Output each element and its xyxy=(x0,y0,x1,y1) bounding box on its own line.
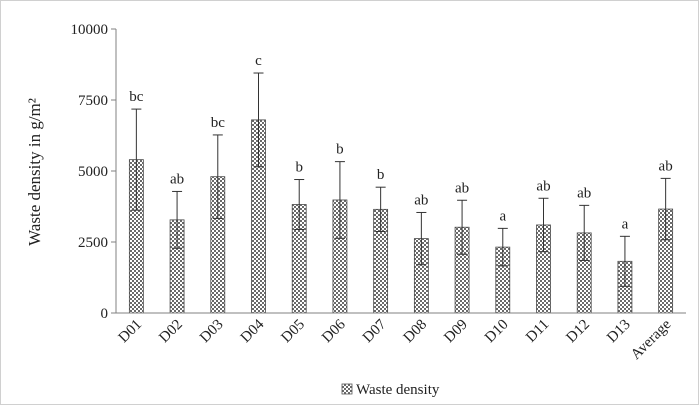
x-tick-label: D09 xyxy=(441,317,471,347)
x-tick-label: D12 xyxy=(563,317,593,347)
y-tick-label: 5000 xyxy=(78,164,108,180)
legend-label: Waste density xyxy=(356,382,440,398)
y-tick-label: 7500 xyxy=(78,93,108,109)
significance-label: ab xyxy=(455,180,469,196)
significance-label: b xyxy=(377,167,385,183)
y-tick-label: 10000 xyxy=(71,22,109,38)
x-tick-label: D13 xyxy=(604,317,634,347)
x-tick-label: D01 xyxy=(116,317,146,347)
significance-label: ab xyxy=(659,158,673,174)
y-tick-label: 0 xyxy=(101,306,109,322)
legend: Waste density xyxy=(341,382,440,398)
significance-label: a xyxy=(499,208,506,224)
x-tick-label: D02 xyxy=(156,317,186,347)
significance-label: ab xyxy=(536,178,550,194)
bars-group: bc ab bc c b b b ab ab a ab ab a ab xyxy=(128,53,674,314)
x-tick-label: Average xyxy=(628,316,675,363)
significance-label: ab xyxy=(414,192,428,208)
significance-label: bc xyxy=(129,89,144,105)
x-axis: D01 D02 D03 D04 D05 D06 D07 D08 D09 D10 D11 D12 D13A… xyxy=(116,312,686,363)
x-tick-label: D06 xyxy=(319,316,349,346)
legend-swatch xyxy=(341,383,353,395)
significance-label: c xyxy=(255,53,262,69)
x-tick-label: D05 xyxy=(278,317,308,347)
x-tick-label: D11 xyxy=(523,317,552,346)
significance-label: a xyxy=(622,216,629,232)
significance-label: b xyxy=(295,160,303,176)
x-tick-label: D08 xyxy=(401,317,431,347)
y-tick-label: 2500 xyxy=(78,235,108,251)
y-axis: 0 2500 5000 7500 10000 xyxy=(71,22,117,322)
x-tick-label: D04 xyxy=(238,316,268,346)
significance-label: ab xyxy=(170,171,184,187)
x-tick-label: D07 xyxy=(360,316,390,346)
significance-label: ab xyxy=(577,185,591,201)
y-axis-label: Waste density in g/m² xyxy=(25,98,44,246)
x-tick-label: D03 xyxy=(197,317,227,347)
significance-label: b xyxy=(336,142,344,158)
significance-label: bc xyxy=(211,115,226,131)
x-tick-label: D10 xyxy=(482,317,512,347)
